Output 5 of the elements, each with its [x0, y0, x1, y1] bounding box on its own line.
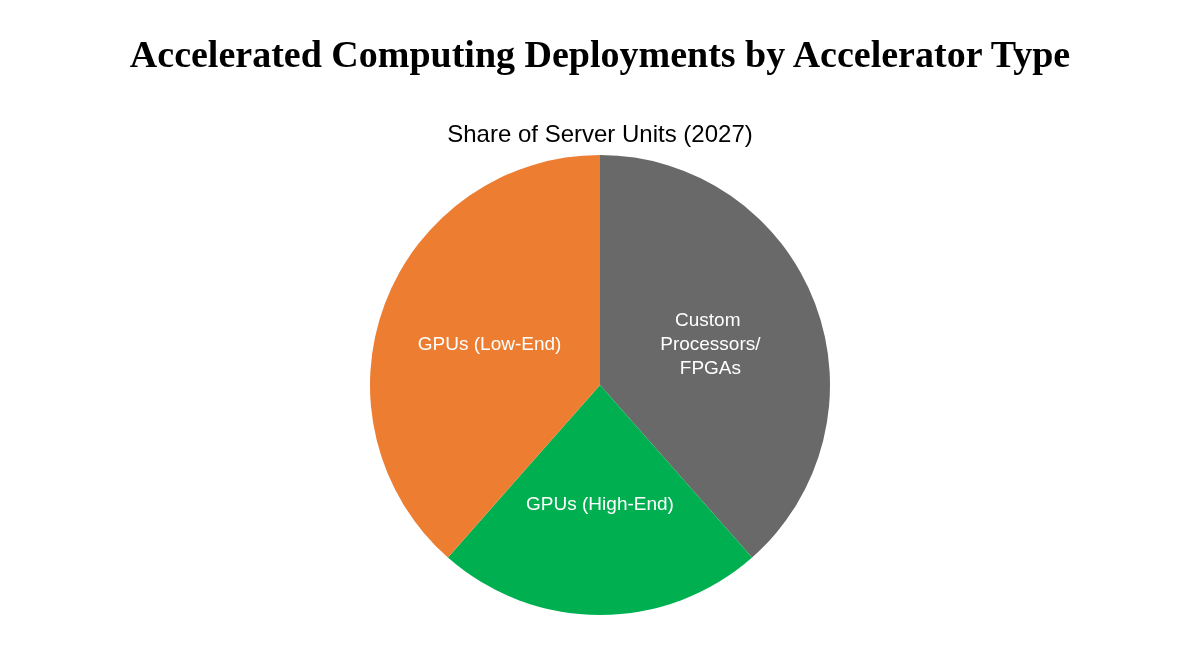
chart-title: Accelerated Computing Deployments by Accelerator Type: [129, 33, 1071, 75]
slice-label: GPUs (Low-End): [417, 332, 562, 354]
chart-subtitle: Share of Server Units (2027): [447, 119, 753, 147]
slice-label: Custom Processors/FPGAs: [660, 308, 762, 378]
slice-label: GPUs (High-End): [526, 492, 674, 514]
